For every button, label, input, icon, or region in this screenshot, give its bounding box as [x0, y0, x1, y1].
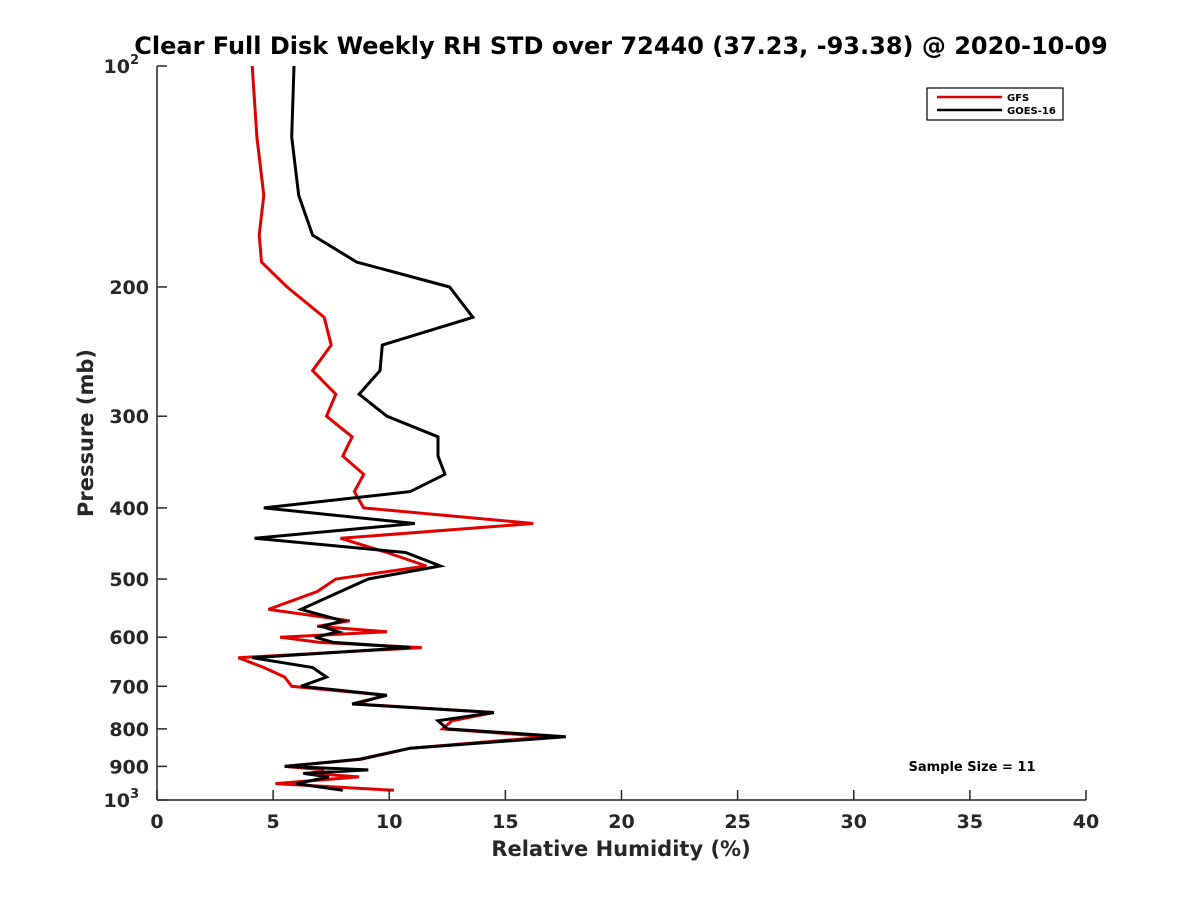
y-tick-label: 400 [109, 498, 149, 520]
x-axis-ticks: 0 5 10 15 20 25 30 35 40 [150, 790, 1099, 833]
legend: GFS GOES-16 [926, 87, 1064, 121]
y-tick-label: 700 [109, 676, 149, 698]
y-tick-label: 500 [109, 569, 149, 591]
x-tick-label: 15 [492, 811, 518, 833]
x-tick-label: 25 [724, 811, 750, 833]
sample-size-annotation: Sample Size = 11 [908, 760, 1035, 775]
legend-gfs-label: GFS [1007, 93, 1029, 104]
x-tick-label: 0 [150, 811, 163, 833]
x-axis-label: Relative Humidity (%) [491, 837, 750, 861]
x-tick-label: 35 [957, 811, 983, 833]
x-tick-label: 10 [376, 811, 402, 833]
x-tick-label: 30 [841, 811, 867, 833]
legend-goes16-label: GOES-16 [1007, 106, 1056, 117]
chart-title: Clear Full Disk Weekly RH STD over 72440… [134, 32, 1107, 60]
legend-box [926, 87, 1064, 121]
series-line-goes16 [251, 65, 566, 792]
x-tick-label: 20 [608, 811, 634, 833]
y-tick-label: 200 [109, 277, 149, 299]
y-tick-label: 600 [109, 627, 149, 649]
x-tick-label: 5 [267, 811, 280, 833]
y-axis-label: Pressure (mb) [74, 349, 98, 517]
y-tick-label: 900 [109, 756, 149, 778]
y-tick-label: 300 [109, 406, 149, 428]
plot-lines [237, 65, 566, 792]
x-tick-label: 40 [1073, 811, 1099, 833]
y-tick-label: 800 [109, 719, 149, 741]
